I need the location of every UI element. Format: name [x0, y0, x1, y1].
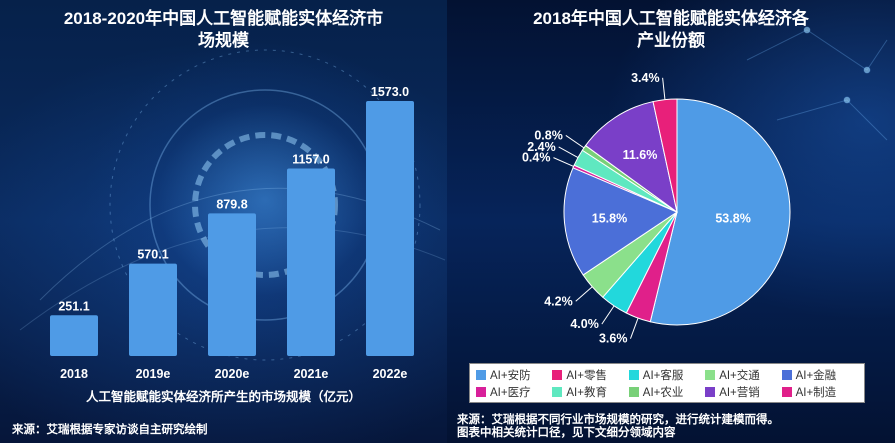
pie-slice-5	[563, 167, 679, 276]
legend-label: AI+金融	[795, 369, 837, 382]
x-tick-label: 2019e	[136, 367, 171, 381]
pie-data-label: 3.4%	[631, 71, 660, 85]
legend-swatch	[476, 386, 486, 397]
legend-label: AI+零售	[566, 369, 607, 382]
legend-swatch	[552, 369, 563, 380]
bar-value-label: 251.1	[58, 299, 89, 313]
bar-value-label: 1573.0	[371, 85, 409, 99]
background-decoration	[746, 26, 888, 141]
pie-leader-line	[601, 305, 615, 325]
legend-item: AI+客服	[628, 366, 705, 383]
legend-label: AI+客服	[642, 369, 684, 382]
legend-swatch	[705, 369, 716, 380]
legend-item: AI+医疗	[476, 383, 552, 400]
bar-2019e	[129, 263, 177, 356]
bar-2018	[50, 315, 98, 356]
legend-item: AI+安防	[476, 366, 552, 383]
legend-swatch	[705, 386, 716, 397]
pie-data-label: 0.8%	[534, 128, 563, 142]
bar-value-label: 879.8	[216, 197, 247, 211]
pie-data-label: 4.0%	[570, 317, 599, 331]
bar-2020e	[208, 213, 256, 356]
legend-label: AI+制造	[795, 386, 837, 399]
pie-chart-source: 来源：艾瑞根据不同行业市场规模的研究，进行统计建模而得。 图表中相关统计口径，见…	[457, 414, 779, 440]
bar-value-label: 1157.0	[292, 152, 330, 166]
pie-data-label: 0.4%	[522, 151, 551, 165]
bar-2021e	[287, 168, 335, 356]
legend-item: AI+交通	[705, 366, 781, 383]
legend-item: AI+金融	[781, 366, 858, 383]
bar-value-label: 570.1	[137, 248, 168, 262]
pie-data-label: 4.2%	[544, 294, 573, 308]
legend-swatch	[476, 369, 486, 380]
pie-data-label: 3.6%	[599, 332, 628, 346]
bar-2022e	[366, 101, 414, 356]
legend-label: AI+营销	[719, 386, 760, 399]
pie-leader-line	[558, 146, 579, 158]
legend-swatch	[628, 386, 639, 397]
bar-chart-source: 来源：艾瑞根据专家访谈自主研究绘制	[12, 424, 208, 436]
pie-data-label: 2.4%	[527, 140, 556, 154]
pie-chart-title: 2018年中国人工智能赋能实体经济各 产业份额	[533, 9, 809, 50]
x-axis-label: 人工智能赋能实体经济所产生的市场规模（亿元）	[85, 390, 361, 404]
pie-chart: 53.8% 3.6%4.0% 4.2% 15.8% 0.4%2.4%0.8% 11.6% 3…	[522, 26, 888, 346]
legend-swatch	[552, 386, 563, 397]
legend-label: AI+农业	[642, 386, 684, 399]
legend-label: AI+交通	[719, 369, 760, 382]
legend-item: AI+农业	[628, 383, 705, 400]
legend-item: AI+制造	[781, 383, 858, 400]
pie-leader-line	[553, 157, 574, 167]
bar-chart: 251.1 2018 570.1 2019e 879.8 2020e 1157.0 2021e…	[19, 49, 446, 381]
pie-data-label: 53.8%	[715, 212, 750, 226]
legend-label: AI+医疗	[490, 386, 531, 399]
pie-leader-line	[662, 77, 666, 100]
source-line-2: 图表中相关统计口径，见下文细分领域内容	[457, 427, 676, 439]
legend-swatch	[628, 369, 639, 380]
legend-label: AI+教育	[566, 386, 607, 399]
legend-swatch	[781, 386, 792, 397]
bar-chart-panel: 2018-2020年中国人工智能赋能实体经济市 场规模 251.1 2018 570…	[0, 0, 447, 443]
pie-leader-line	[565, 135, 585, 149]
legend-item: AI+营销	[705, 383, 781, 400]
pie-leader-line	[630, 317, 639, 339]
legend-item: AI+教育	[552, 383, 628, 400]
pie-slice-9	[584, 100, 678, 214]
x-tick-label: 2021e	[294, 367, 329, 381]
pie-slice-10	[652, 98, 678, 213]
pie-legend: AI+安防 AI+零售 AI+客服 AI+交通 AI+金融 AI+医疗 AI+教育 AI+农业…	[469, 363, 865, 403]
legend-label: AI+安防	[490, 369, 531, 382]
pie-leader-line	[575, 286, 593, 302]
pie-chart-panel: 2018年中国人工智能赋能实体经济各 产业份额 53.8% 3.6% 4.0% 4.2…	[447, 0, 895, 443]
bar-chart-title: 2018-2020年中国人工智能赋能实体经济市 场规模	[63, 9, 384, 50]
x-tick-label: 2020e	[215, 367, 250, 381]
pie-data-label: 11.6%	[623, 148, 658, 162]
legend-swatch	[781, 369, 792, 380]
x-tick-label: 2022e	[373, 367, 408, 381]
x-tick-label: 2018	[60, 367, 88, 381]
pie-slice-1	[649, 98, 791, 326]
pie-data-label: 15.8%	[592, 211, 627, 225]
legend-item: AI+零售	[552, 366, 628, 383]
source-line-1: 来源：艾瑞根据不同行业市场规模的研究，进行统计建模而得。	[457, 414, 779, 426]
